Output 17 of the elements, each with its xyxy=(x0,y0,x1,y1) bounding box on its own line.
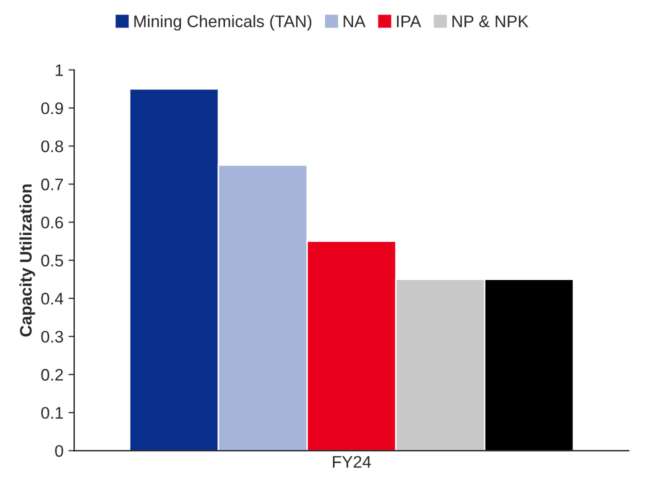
legend-label: IPA xyxy=(397,16,422,28)
y-tick-label: 0 xyxy=(55,445,64,457)
y-tick-label: 0.9 xyxy=(41,102,63,114)
legend-label: Mining Chemicals (TAN) xyxy=(134,15,312,31)
y-tick-label: 0.2 xyxy=(41,368,63,381)
x-tick-label: FY24 xyxy=(332,456,371,468)
y-tick-label: 0.1 xyxy=(41,406,63,419)
y-axis-title: Capacity Utilization xyxy=(20,184,36,336)
y-tick-label: 1 xyxy=(56,64,63,76)
legend-label: NP & NPK xyxy=(452,16,528,28)
y-tick-label: 0.6 xyxy=(41,216,64,228)
legend-label: NA xyxy=(344,16,366,28)
y-tick-label: 0.5 xyxy=(41,254,64,266)
y-tick-label: 0.4 xyxy=(41,292,64,305)
y-tick-label: 0.8 xyxy=(41,140,64,152)
y-tick-label: 0.7 xyxy=(41,178,63,190)
y-tick-label: 0.3 xyxy=(41,330,64,343)
